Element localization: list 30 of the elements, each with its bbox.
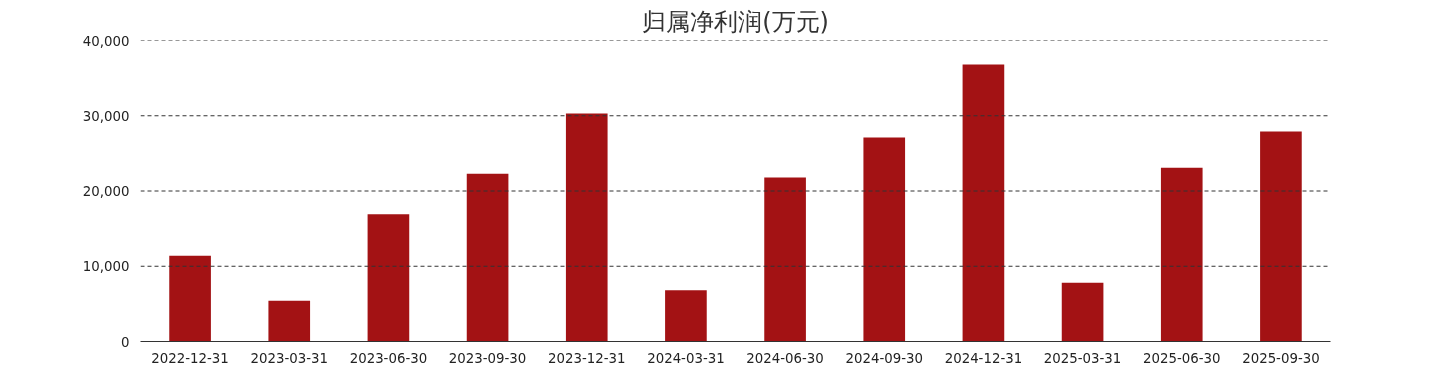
- x-tick-label: 2024-12-31: [944, 350, 1023, 366]
- x-tick-label: 2024-09-30: [845, 350, 923, 366]
- bar: [1061, 282, 1104, 342]
- x-tick-label: 2023-09-30: [448, 350, 527, 366]
- x-tick-label: 2023-06-30: [349, 350, 428, 366]
- x-tick-label: 2024-03-31: [647, 350, 725, 366]
- y-tick-label: 0: [121, 334, 130, 350]
- x-tick-label: 2024-06-30: [746, 350, 824, 366]
- bar: [764, 177, 806, 342]
- bar: [565, 113, 608, 342]
- bar: [962, 64, 1005, 342]
- bar: [863, 137, 906, 342]
- bar: [466, 173, 509, 342]
- x-tick-label: 2023-12-31: [548, 350, 626, 366]
- bar: [665, 290, 707, 342]
- y-tick-label: 30,000: [82, 108, 130, 124]
- y-tick-label: 20,000: [82, 184, 130, 199]
- bar: [1160, 167, 1203, 342]
- bar: [1260, 131, 1302, 342]
- bar: [367, 214, 410, 342]
- x-tick-label: 2022-12-31: [151, 350, 229, 366]
- x-tick-label: 2025-09-30: [1242, 350, 1320, 366]
- chart-title: 归属净利润(万元): [642, 7, 829, 36]
- x-tick-label: 2023-03-31: [250, 350, 328, 366]
- y-tick-label: 40,000: [82, 33, 130, 49]
- bar: [169, 255, 211, 342]
- x-tick-label: 2025-06-30: [1143, 350, 1221, 366]
- y-tick-label: 10,000: [82, 259, 130, 275]
- bar: [268, 300, 311, 342]
- x-tick-label: 2025-03-31: [1043, 350, 1122, 366]
